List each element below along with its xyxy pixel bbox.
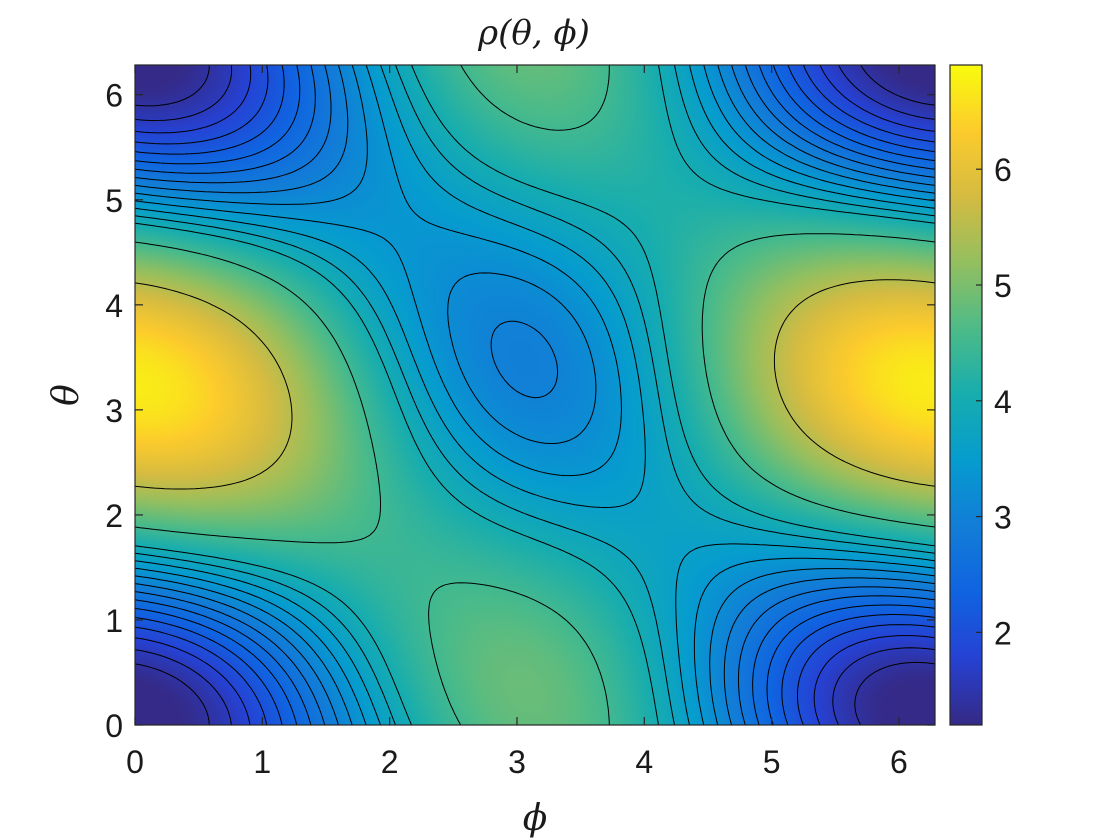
- colorbar-ticks: 2 3 4 5 6: [976, 152, 1012, 651]
- contour-line-10: [134, 64, 936, 726]
- contour-line-0: [134, 64, 936, 726]
- plot-area: 0 1 2 3 4 5 6 0 1 2 3 4 5 6: [105, 64, 936, 780]
- x-axis: 0 1 2 3 4 5 6: [126, 65, 908, 780]
- contour-line-13: [134, 64, 936, 726]
- colorbar-frame: [949, 64, 983, 726]
- x-tick-label: 5: [763, 744, 781, 780]
- x-tick-label: 3: [508, 744, 526, 780]
- plot-frame: [134, 64, 936, 726]
- y-tick-label: 1: [105, 603, 123, 639]
- contour-line-6: [134, 64, 936, 726]
- contour-line-9: [134, 64, 936, 726]
- y-tick-label: 2: [105, 498, 123, 534]
- contour-line-11: [134, 64, 936, 726]
- contour-line-3: [134, 64, 936, 726]
- colorbar-tick-label: 2: [994, 615, 1012, 651]
- y-axis-label: θ: [46, 384, 87, 406]
- contour-lines: [134, 64, 936, 726]
- x-axis-label: ϕ: [523, 798, 548, 839]
- contour-line-2: [134, 64, 936, 726]
- y-axis: 0 1 2 3 4 5 6: [105, 78, 935, 744]
- y-tick-label: 3: [105, 393, 123, 429]
- chart-title: ρ(θ, ϕ): [477, 13, 590, 53]
- colorbar-tick-label: 3: [994, 500, 1012, 536]
- contour-line-4: [134, 64, 936, 726]
- contour-line-1: [134, 64, 936, 726]
- x-tick-label: 1: [253, 744, 271, 780]
- x-tick-label: 0: [126, 744, 144, 780]
- y-tick-label: 5: [105, 183, 123, 219]
- contour-line-7: [134, 64, 936, 726]
- x-tick-label: 6: [890, 744, 908, 780]
- y-tick-label: 4: [105, 288, 123, 324]
- colorbar-tick-label: 6: [994, 152, 1012, 188]
- colorbar-tick-label: 5: [994, 268, 1012, 304]
- x-tick-label: 2: [381, 744, 399, 780]
- y-tick-label: 0: [105, 708, 123, 744]
- colorbar: 2 3 4 5 6: [949, 64, 1012, 726]
- contour-line-15: [134, 279, 936, 490]
- contour-line-5: [134, 64, 936, 726]
- colorbar-gradient: [950, 65, 982, 725]
- x-tick-label: 4: [635, 744, 653, 780]
- colorbar-tick-label: 4: [994, 384, 1012, 420]
- y-tick-label: 6: [105, 78, 123, 114]
- density-heatmap: [135, 65, 935, 725]
- contour-line-8: [134, 64, 936, 726]
- contour-line-14: [134, 64, 936, 726]
- contour-line-12: [134, 64, 936, 726]
